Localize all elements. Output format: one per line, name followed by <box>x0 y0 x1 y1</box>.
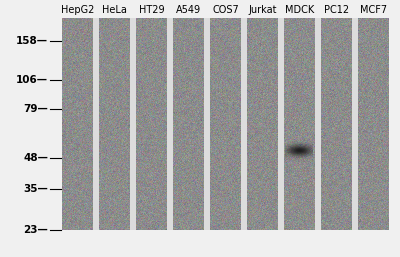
Text: Jurkat: Jurkat <box>248 5 277 15</box>
Text: MCF7: MCF7 <box>360 5 387 15</box>
Text: 79—: 79— <box>23 104 48 114</box>
Text: A549: A549 <box>176 5 201 15</box>
Text: 158—: 158— <box>16 36 48 46</box>
Text: COS7: COS7 <box>212 5 239 15</box>
Text: 48—: 48— <box>23 153 48 163</box>
Text: 35—: 35— <box>23 184 48 194</box>
Text: 23—: 23— <box>23 225 48 235</box>
Text: MDCK: MDCK <box>285 5 314 15</box>
Text: HeLa: HeLa <box>102 5 127 15</box>
Text: HT29: HT29 <box>139 5 164 15</box>
Text: HepG2: HepG2 <box>61 5 94 15</box>
Text: 106—: 106— <box>16 75 48 85</box>
Text: PC12: PC12 <box>324 5 349 15</box>
